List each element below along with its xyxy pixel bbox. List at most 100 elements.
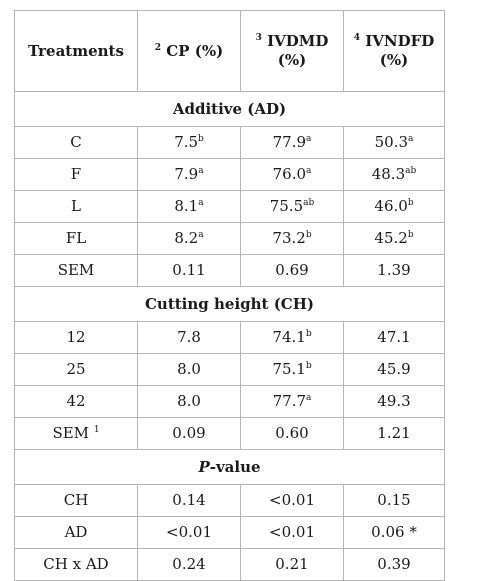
section-cutting-height: Cutting height (CH) [14,286,445,322]
table-container: Treatments 2 CP (%) 3 IVDMD (%) 4 IVNDFD(… [14,10,445,581]
section-pvalue-italic: P [198,457,210,476]
header-cp-footnote: 2 [154,42,162,53]
cell-cp-value: 7.5 [174,133,199,152]
cell-treatment: FL [14,222,138,255]
cell-cp: 7.9a [137,158,241,191]
header-row: Treatments 2 CP (%) 3 IVDMD (%) 4 IVNDFD(… [14,10,445,92]
cell-ivdmd: 73.2b [240,222,344,255]
cell-cp-value: 8.0 [177,392,201,411]
cell-ivdmd: 74.1b [240,321,344,354]
table-row: C 7.5b 77.9a 50.3a [14,126,445,159]
cell-ivndfd: 0.39 [343,548,445,581]
table-row: CH 0.14 <0.01 0.15 [14,484,445,517]
cell-cp-superscript: a [198,230,204,241]
cell-treatment: 25 [14,353,138,386]
section-row-pvalue: P-value [14,449,445,485]
cell-ivndfd-value: 50.3 [374,133,409,152]
cell-ivdmd: 75.1b [240,353,344,386]
cell-cp-superscript: a [198,198,204,209]
header-treatments-label: Treatments [28,41,124,60]
cell-ivdmd: <0.01 [240,484,344,517]
header-ivdmd-unit: (%) [277,51,307,69]
cell-ivndfd-value: 0.06 * [371,523,417,542]
cell-ivndfd: 1.39 [343,254,445,287]
table-row: F 7.9a 76.0 a 48.3ab [14,158,445,191]
cell-ivndfd-superscript: b [407,230,414,241]
cell-ivndfd: 45.9 [343,353,445,386]
header-ivdmd: 3 IVDMD (%) [240,10,344,92]
cell-ivndfd-superscript: ab [405,166,417,177]
cell-ivndfd-value: 0.15 [377,491,411,510]
cell-ivndfd-superscript: b [407,198,414,209]
cell-treatment: F [14,158,138,191]
table-row: SEM 1 0.09 0.60 1.21 [14,417,445,450]
cell-treatment-value: 25 [66,360,86,379]
cell-ivndfd-superscript: a [408,134,414,145]
section-pvalue: P-value [14,449,445,485]
table-row: L 8.1a 75.5ab 46.0b [14,190,445,223]
cell-cp: <0.01 [137,516,241,549]
cell-ivndfd: 50.3a [343,126,445,159]
cell-ivdmd: 0.60 [240,417,344,450]
table-row: AD <0.01 <0.01 0.06 * [14,516,445,549]
header-cp: 2 CP (%) [137,10,241,92]
cell-ivndfd-value: 45.2 [374,229,408,248]
cell-cp-value: 0.11 [172,261,206,280]
table-row: FL 8.2a 73.2b 45.2b [14,222,445,255]
cell-treatment: CH [14,484,138,517]
cell-cp-value: 8.0 [177,360,201,379]
cell-ivdmd-superscript: ab [303,198,315,209]
cell-treatment: AD [14,516,138,549]
cell-cp-value: 8.1 [174,197,199,216]
cell-ivdmd-value: 77.7 [272,392,307,411]
header-cp-label: CP (%) [166,41,224,60]
cell-ivdmd: 77.9a [240,126,344,159]
cell-cp-superscript: a [198,166,204,177]
header-ivndfd-label: IVNDFD [365,32,435,51]
cell-ivdmd: 77.7a [240,385,344,418]
cell-ivdmd: 0.21 [240,548,344,581]
cell-ivndfd: 49.3 [343,385,445,418]
cell-ivdmd-value: 77.9 [272,133,307,152]
cell-treatment: CH x AD [14,548,138,581]
section-additive: Additive (AD) [14,91,445,127]
cell-ivndfd-value: 46.0 [374,197,408,216]
cell-ivndfd-value: 47.1 [377,328,411,347]
cell-treatment: SEM 1 [14,417,138,450]
cell-cp: 8.2a [137,222,241,255]
cell-treatment-value: L [71,197,81,216]
cell-cp: 7.5b [137,126,241,159]
cell-treatment: C [14,126,138,159]
cell-cp: 0.09 [137,417,241,450]
cell-ivndfd: 45.2b [343,222,445,255]
cell-cp-value: 0.09 [172,424,206,443]
cell-ivdmd-superscript: b [305,230,312,241]
header-ivndfd-footnote: 4 [353,33,360,44]
cell-cp: 0.14 [137,484,241,517]
cell-ivndfd: 48.3ab [343,158,445,191]
cell-ivndfd-value: 0.39 [377,555,411,574]
cell-cp: 8.0 [137,385,241,418]
cell-ivdmd: 75.5ab [240,190,344,223]
cell-cp-value: 0.24 [172,555,206,574]
cell-ivdmd-value: 73.2 [272,229,306,248]
cell-ivdmd-value: 0.21 [275,555,309,574]
cell-ivndfd: 1.21 [343,417,445,450]
cell-ivndfd-value: 1.39 [377,261,411,280]
cell-treatment-value: FL [65,229,87,248]
cell-cp: 8.0 [137,353,241,386]
cell-cp-value: 0.14 [172,491,206,510]
cell-treatment-value: 12 [66,328,86,347]
header-ivndfd-unit: (%) [379,51,409,69]
cell-cp-value: <0.01 [166,523,212,542]
cell-ivdmd-superscript: b [305,361,312,372]
cell-treatment-value: SEM [57,261,95,280]
cell-treatment-value: AD [64,523,88,542]
cell-treatment-value: F [70,165,82,184]
header-ivdmd-footnote: 3 [255,33,262,44]
cell-ivdmd-value: 76.0 [272,165,307,184]
cell-ivndfd: 47.1 [343,321,445,354]
header-ivdmd-label: IVDMD [267,32,329,51]
cell-cp-superscript: b [198,134,204,145]
cell-ivndfd-value: 45.9 [377,360,411,379]
